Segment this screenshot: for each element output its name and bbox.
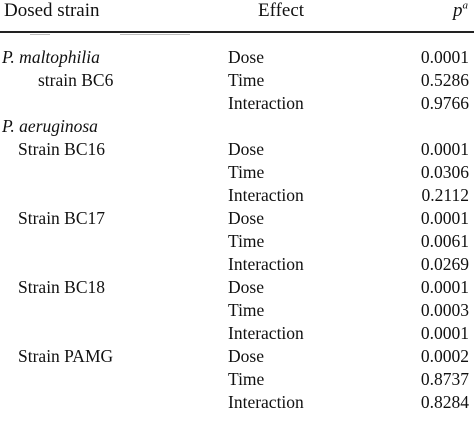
- p-value-cell: 0.8737: [420, 369, 469, 389]
- header-p-value: pa: [453, 0, 468, 22]
- table-row: Time 0.0003: [0, 299, 474, 321]
- table-row: P. maltophilia Dose 0.0001: [0, 46, 474, 68]
- p-value-cell: 0.0061: [420, 231, 469, 251]
- p-value-cell: 0.0001: [420, 139, 469, 159]
- table-row: Time 0.8737: [0, 368, 474, 390]
- p-value-cell: 0.0001: [420, 277, 469, 297]
- strain-name: Strain BC18: [18, 277, 106, 297]
- p-value-cell: 0.2112: [421, 185, 469, 205]
- p-value-cell: 0.0306: [420, 162, 469, 182]
- effect-cell: Interaction: [228, 323, 304, 343]
- strain-name: Strain PAMG: [18, 346, 114, 366]
- table-row: Interaction 0.9766: [0, 92, 474, 114]
- strain-name: Strain BC17: [18, 208, 106, 228]
- header-p-symbol: p: [453, 0, 463, 21]
- table-row: Time 0.0061: [0, 230, 474, 252]
- header-dosed-strain: Dosed strain: [4, 0, 100, 21]
- effect-cell: Interaction: [228, 392, 304, 412]
- effect-cell: Dose: [228, 208, 264, 228]
- p-value-cell: 0.0001: [420, 47, 469, 67]
- p-value-cell: 0.0269: [420, 254, 469, 274]
- effect-cell: Time: [228, 70, 265, 90]
- table-row: Interaction 0.8284: [0, 391, 474, 413]
- effect-cell: Dose: [228, 277, 264, 297]
- p-value-cell: 0.0002: [420, 346, 469, 366]
- header-effect: Effect: [258, 0, 305, 21]
- effect-cell: Time: [228, 369, 265, 389]
- effect-cell: Interaction: [228, 93, 304, 113]
- effect-cell: Time: [228, 300, 265, 320]
- effect-cell: Interaction: [228, 254, 304, 274]
- table-row: P. aeruginosa: [0, 115, 474, 137]
- header-p-footnote-mark: a: [462, 0, 469, 12]
- p-value-cell: 0.9766: [420, 93, 469, 113]
- table-row: strain BC6 Time 0.5286: [0, 69, 474, 91]
- table-row: Strain BC16 Dose 0.0001: [0, 138, 474, 160]
- p-value-cell: 0.8284: [420, 392, 469, 412]
- table-row: Strain PAMG Dose 0.0002: [0, 345, 474, 367]
- table-header: Dosed strain Effect pa: [0, 0, 474, 30]
- organism-name: P. aeruginosa: [2, 116, 98, 136]
- effect-cell: Time: [228, 231, 265, 251]
- p-value-cell: 0.0001: [420, 323, 469, 343]
- table-row: Interaction 0.0001: [0, 322, 474, 344]
- p-value-cell: 0.0001: [420, 208, 469, 228]
- header-rule-shadow: [30, 34, 50, 35]
- table-row: Time 0.0306: [0, 161, 474, 183]
- effect-cell: Interaction: [228, 185, 304, 205]
- table-row: Interaction 0.0269: [0, 253, 474, 275]
- p-value-cell: 0.0003: [420, 300, 469, 320]
- organism-name: P. maltophilia: [2, 47, 100, 67]
- header-rule-shadow: [120, 34, 190, 35]
- strain-name: strain BC6: [38, 70, 114, 90]
- strain-name: Strain BC16: [18, 139, 106, 159]
- table-row: Strain BC18 Dose 0.0001: [0, 276, 474, 298]
- effect-cell: Dose: [228, 346, 264, 366]
- effect-cell: Dose: [228, 139, 264, 159]
- header-rule: [0, 31, 474, 33]
- effect-cell: Time: [228, 162, 265, 182]
- p-value-cell: 0.5286: [420, 70, 469, 90]
- table-row: Strain BC17 Dose 0.0001: [0, 207, 474, 229]
- table-row: Interaction 0.2112: [0, 184, 474, 206]
- effect-cell: Dose: [228, 47, 264, 67]
